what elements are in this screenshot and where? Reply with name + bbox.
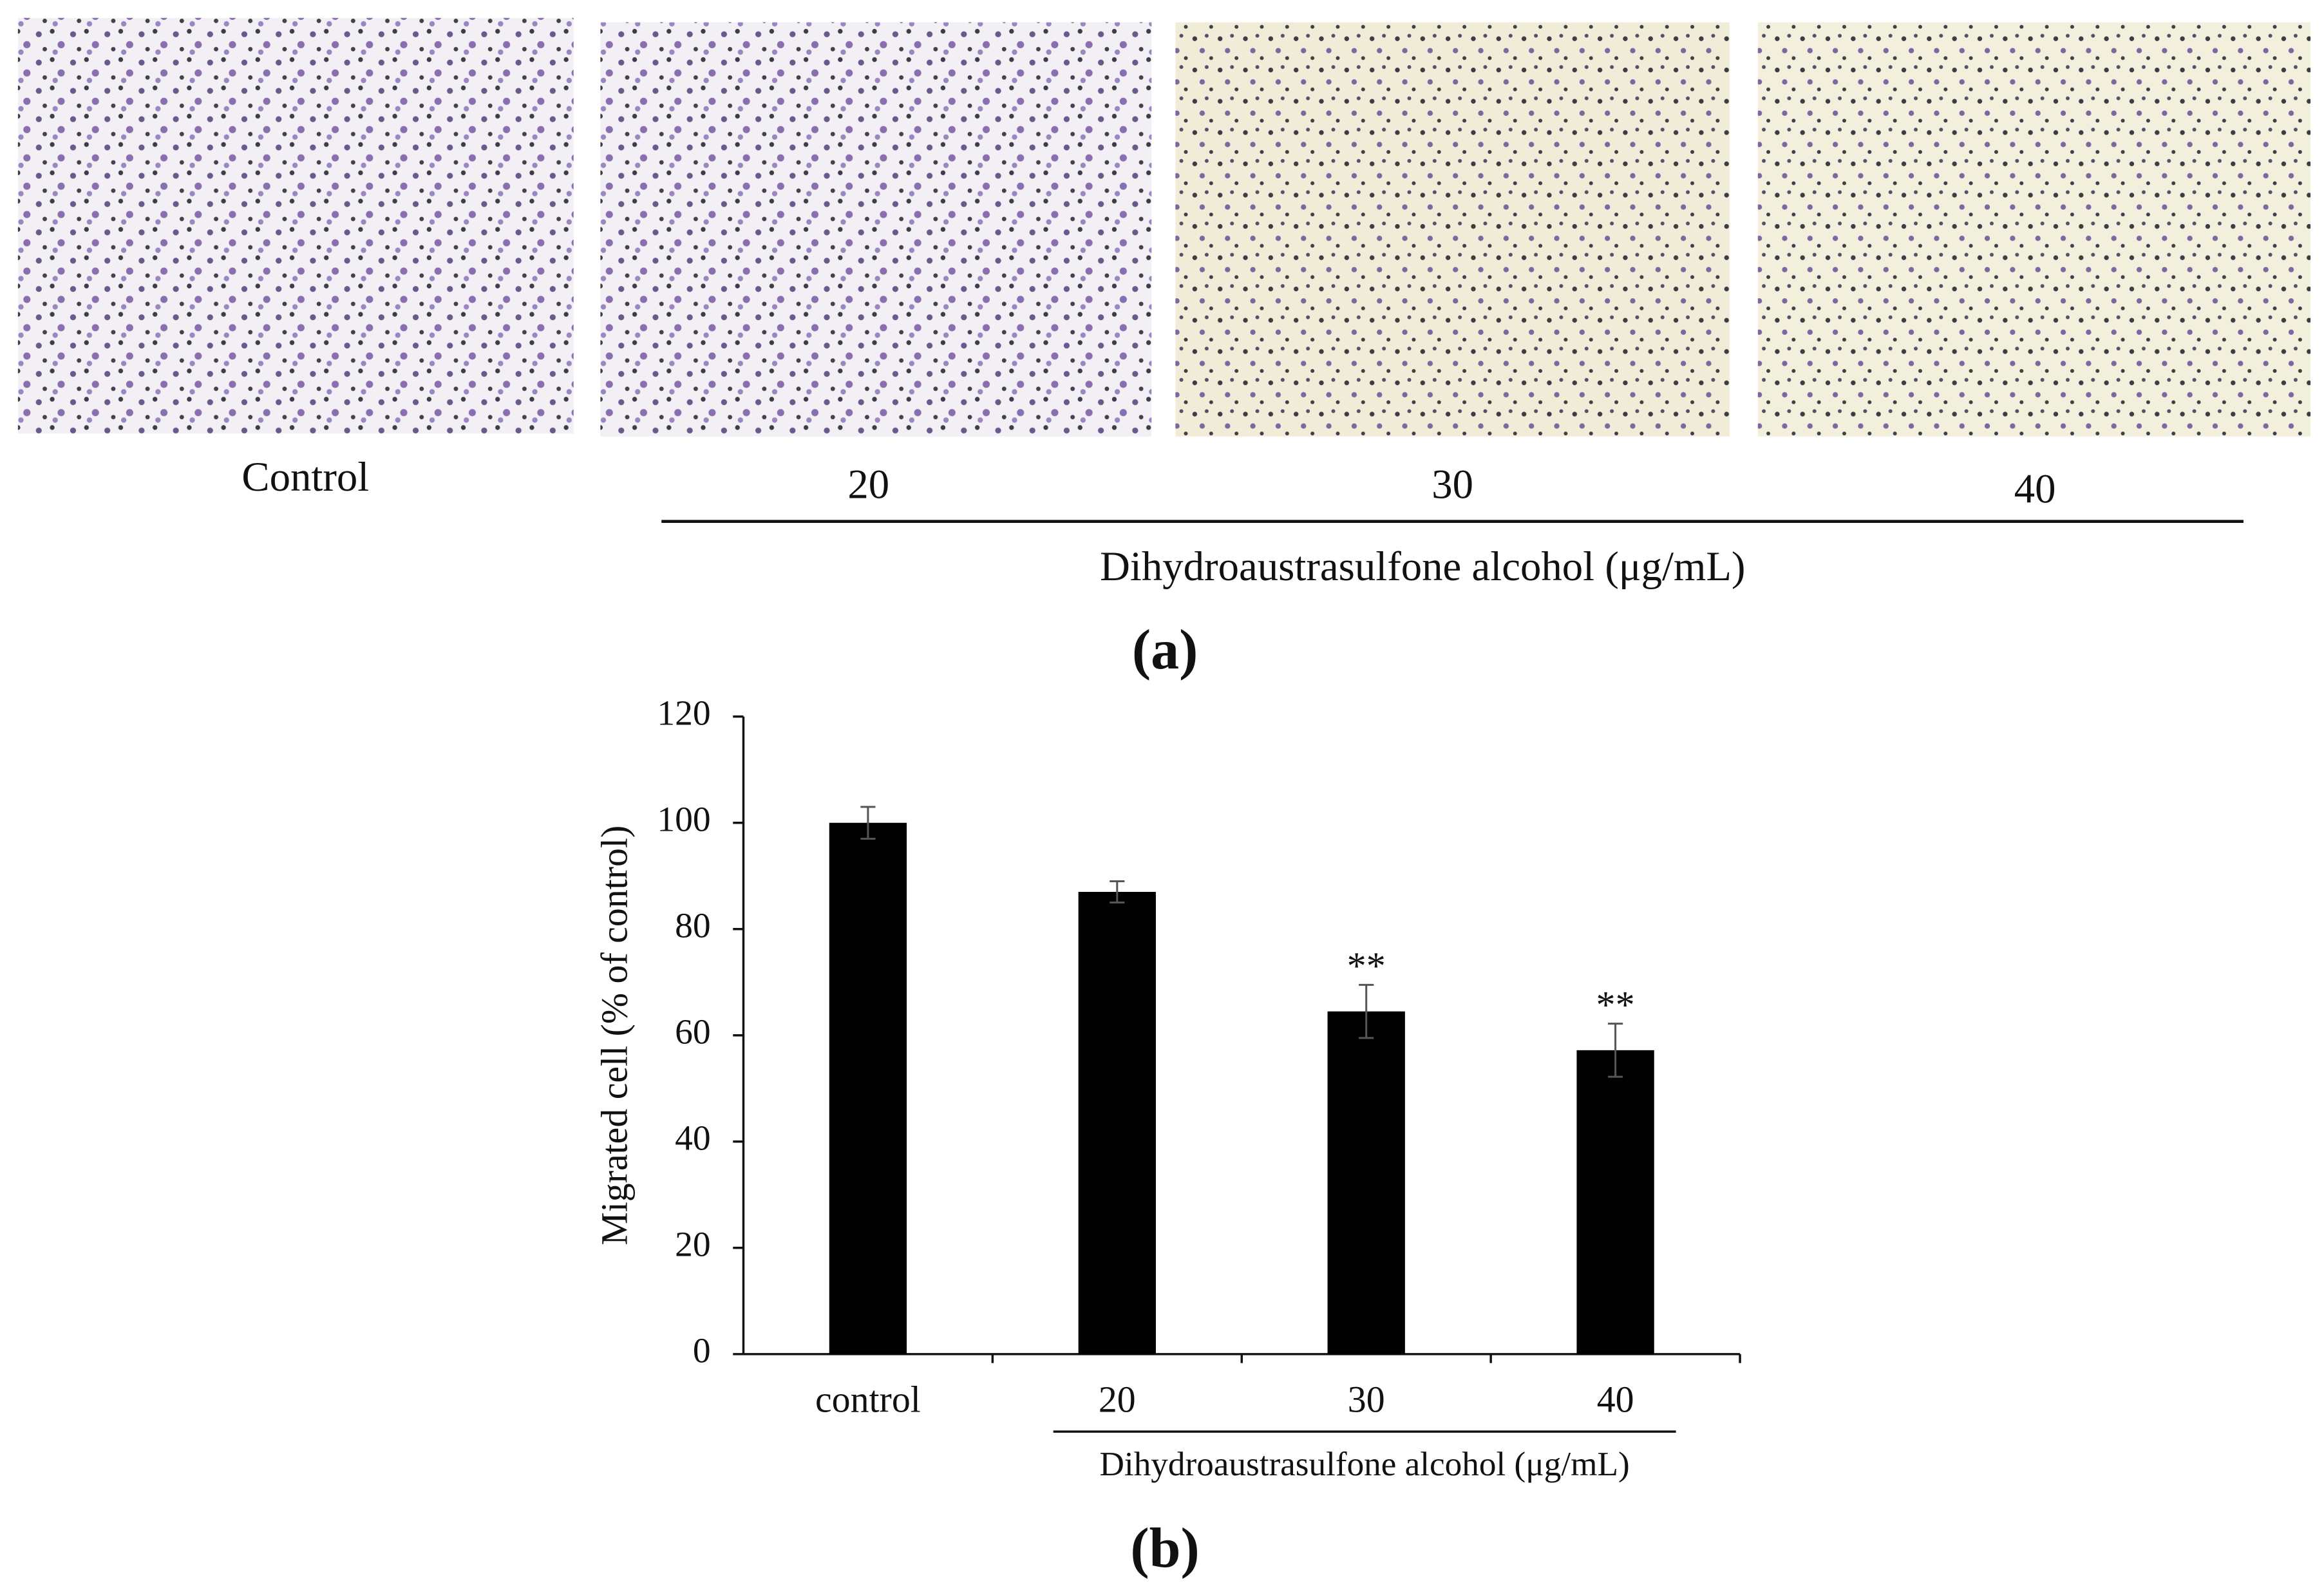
group-label: Dihydroaustrasulfone alcohol (μg/mL) [1100, 1445, 1630, 1483]
y-tick-label: 120 [657, 694, 710, 733]
bar [1078, 891, 1156, 1354]
error-bar [1608, 1023, 1623, 1078]
panel-label: 40 [2014, 466, 2056, 513]
panel-label: 30 [1431, 462, 1473, 508]
y-tick-label: 20 [675, 1225, 711, 1265]
significance-label: ** [1347, 945, 1386, 988]
y-tick-label: 80 [675, 906, 711, 945]
micrograph-cells [600, 22, 1152, 437]
group-label: Dihydroaustrasulfone alcohol (μg/mL) [1100, 544, 1745, 590]
bar [1327, 1011, 1405, 1354]
panel-label: 20 [847, 462, 889, 508]
y-tick-label: 100 [657, 800, 710, 839]
significance-label: ** [1596, 983, 1635, 1026]
error-bar [1359, 983, 1374, 1039]
y-tick-label: 40 [675, 1119, 711, 1158]
panel-label: Control [241, 454, 369, 500]
x-tick-label: control [815, 1378, 921, 1420]
micrograph-cells [17, 17, 574, 434]
micrograph-cells [1757, 22, 2311, 437]
bar [1576, 1050, 1654, 1354]
x-tick-label: 30 [1348, 1378, 1385, 1420]
x-tick-label: 20 [1099, 1378, 1136, 1420]
error-bar [860, 806, 876, 840]
y-tick-label: 60 [675, 1012, 711, 1052]
bar [829, 822, 907, 1354]
error-bar [1110, 880, 1125, 903]
caption: (a) [1132, 619, 1198, 681]
y-tick-label: 0 [693, 1332, 711, 1371]
caption: (b) [1130, 1517, 1199, 1580]
y-axis-label: Migrated cell (% of control) [593, 826, 635, 1245]
micrograph-cells [1175, 22, 1730, 437]
x-tick-label: 40 [1597, 1378, 1634, 1420]
